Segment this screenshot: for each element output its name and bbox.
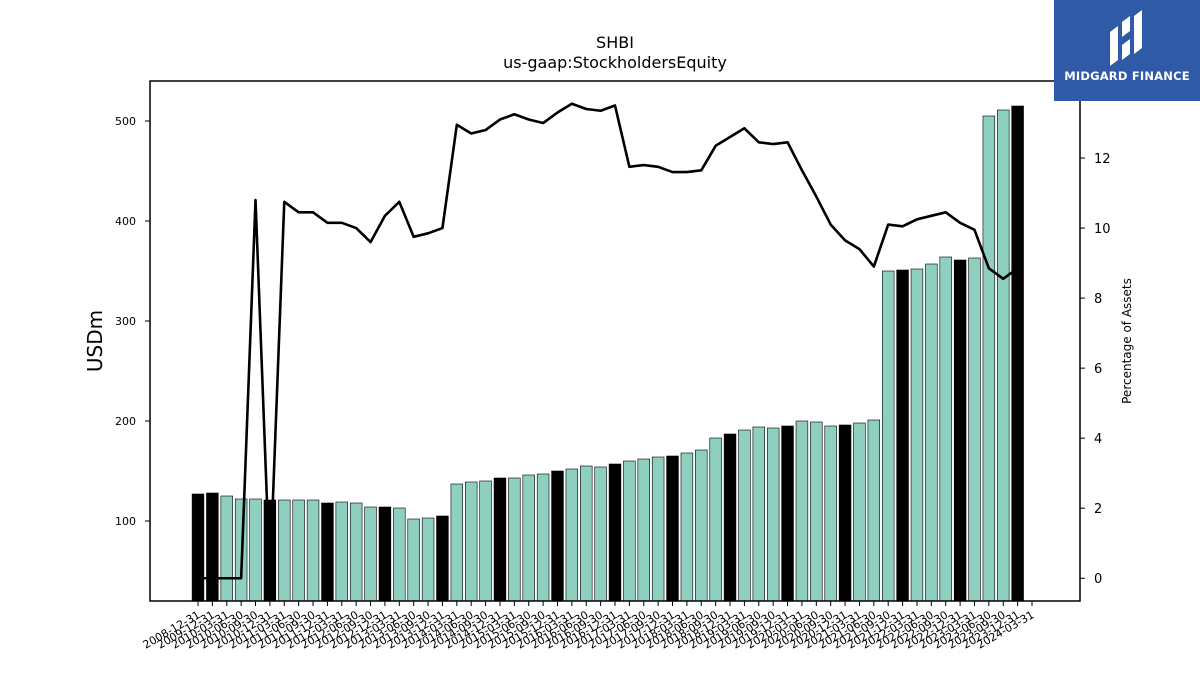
bar <box>651 456 665 602</box>
bar <box>292 499 305 602</box>
bar <box>522 474 535 602</box>
bars-layer <box>191 105 1024 602</box>
left-tick-label: 500 <box>115 115 136 128</box>
bar <box>666 455 679 602</box>
logo-mark-icon <box>1110 10 1142 66</box>
left-tick-label: 100 <box>115 515 136 528</box>
brand-logo: MIDGARD FINANCE <box>1054 0 1200 101</box>
bar <box>939 256 952 602</box>
bar <box>321 502 334 602</box>
bar <box>306 499 320 602</box>
bar <box>378 506 392 602</box>
bar <box>953 259 967 602</box>
bar <box>910 268 924 602</box>
right-tick-label: 10 <box>1094 222 1111 237</box>
x-axis: 2008-12-312009-12-312010-03-312010-06-30… <box>141 601 1037 652</box>
bar <box>838 424 852 602</box>
bar <box>349 502 363 602</box>
bar <box>364 506 377 602</box>
plot-frame <box>149 80 1081 602</box>
y-axis-label-right: Percentage of Assets <box>1120 278 1134 404</box>
bar <box>723 433 737 602</box>
bar <box>508 477 521 602</box>
bar <box>608 463 622 602</box>
bar <box>738 429 751 602</box>
bar <box>479 480 492 602</box>
bar <box>982 115 996 602</box>
bar <box>393 507 406 602</box>
bar <box>680 452 694 602</box>
bar <box>752 426 765 602</box>
right-tick-label: 4 <box>1094 432 1102 447</box>
right-tick-label: 6 <box>1094 362 1102 377</box>
bar <box>695 449 708 602</box>
chart-title: SHBI <box>596 33 634 52</box>
bar <box>580 465 593 602</box>
right-tick-label: 2 <box>1094 502 1102 517</box>
bar <box>220 495 233 602</box>
bar <box>795 420 809 602</box>
bar <box>824 425 837 602</box>
bar <box>450 483 464 602</box>
bar <box>191 493 205 602</box>
bar <box>536 473 550 602</box>
left-tick-label: 300 <box>115 315 136 328</box>
bar <box>781 425 794 602</box>
right-axis: 0 2 4 6 8 10 12 <box>1080 152 1111 587</box>
bar <box>565 468 579 602</box>
right-tick-label: 12 <box>1094 152 1111 167</box>
bar <box>249 498 262 602</box>
left-tick-label: 400 <box>115 215 136 228</box>
bar <box>882 270 895 602</box>
bar <box>997 109 1010 602</box>
right-tick-label: 8 <box>1094 292 1102 307</box>
bar <box>594 466 607 602</box>
bar <box>278 499 291 602</box>
left-tick-label: 200 <box>115 415 136 428</box>
right-tick-label: 0 <box>1094 572 1102 587</box>
brand-name: MIDGARD FINANCE <box>1064 69 1190 83</box>
bar <box>925 263 938 602</box>
line-series <box>198 102 1019 580</box>
bar <box>551 470 564 602</box>
bar <box>623 460 636 602</box>
bar <box>709 437 722 602</box>
bar <box>421 517 435 602</box>
bar <box>867 419 881 602</box>
bar <box>407 518 420 602</box>
bar <box>766 427 780 602</box>
bar <box>436 515 449 602</box>
left-axis: 100 200 300 400 500 <box>115 115 150 528</box>
bar <box>968 257 981 602</box>
line-layer <box>198 102 1019 580</box>
bar <box>335 501 348 602</box>
y-axis-label-left: USDm <box>83 310 107 372</box>
bar <box>206 492 219 602</box>
bar <box>810 421 823 602</box>
chart-subtitle: us-gaap:StockholdersEquity <box>503 53 727 72</box>
bar <box>493 477 507 602</box>
bar <box>1011 105 1024 602</box>
bar <box>896 269 909 602</box>
bar <box>637 458 650 602</box>
bar <box>465 481 478 602</box>
bar <box>853 422 866 602</box>
